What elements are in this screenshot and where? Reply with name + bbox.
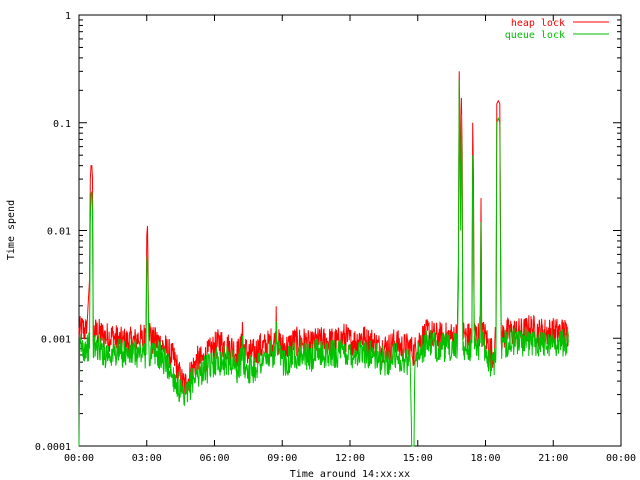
y-axis-label: Time spend <box>6 200 17 260</box>
y-tick-label: 0.001 <box>41 334 71 345</box>
x-tick-label: 18:00 <box>470 453 500 464</box>
x-tick-label: 21:00 <box>538 453 568 464</box>
x-tick-label: 00:00 <box>64 453 94 464</box>
x-tick-label: 00:00 <box>606 453 636 464</box>
y-axis: 0.0001 0.001 0.01 0.1 1 <box>35 11 621 453</box>
x-tick-label: 03:00 <box>132 453 162 464</box>
series-layer <box>78 71 569 447</box>
x-tick-label: 06:00 <box>199 453 229 464</box>
x-axis-label: Time around 14:xx:xx <box>290 469 410 480</box>
x-tick-label: 15:00 <box>403 453 433 464</box>
series-line-queue-lock <box>78 79 569 447</box>
plot-frame <box>78 14 622 447</box>
x-axis: 00:00 03:00 06:00 09:00 12:00 15:00 18:00 21:00… <box>64 15 636 464</box>
legend-label: heap lock <box>511 18 565 29</box>
y-tick-label: 0.1 <box>53 119 71 130</box>
x-tick-label: 09:00 <box>267 453 297 464</box>
y-tick-label: 0.01 <box>47 227 71 238</box>
x-tick-label: 12:00 <box>335 453 365 464</box>
legend-label: queue lock <box>505 30 565 41</box>
y-tick-label: 1 <box>65 11 71 22</box>
y-tick-label: 0.0001 <box>35 442 71 453</box>
